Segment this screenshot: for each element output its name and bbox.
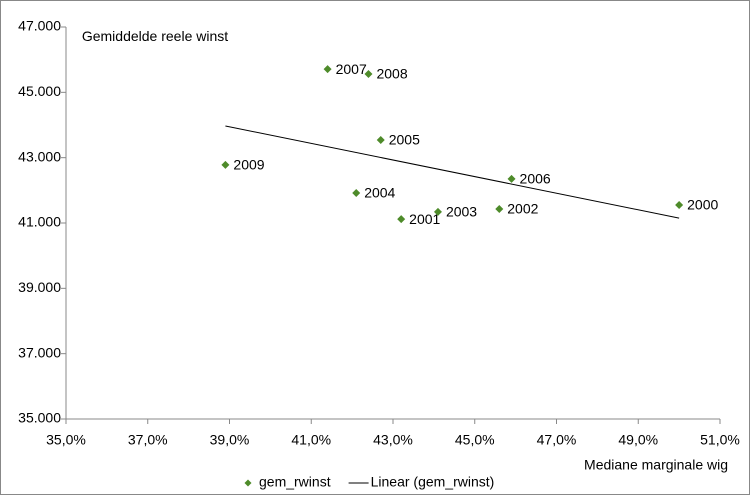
data-label: 2008 (376, 66, 407, 82)
point (323, 65, 332, 74)
point (495, 204, 504, 213)
y-tick-label: 45.000 (18, 83, 61, 99)
point (397, 215, 406, 224)
trendline (225, 125, 680, 219)
point (352, 188, 361, 197)
data-label: 2009 (233, 157, 264, 173)
x-tick-label: 37,0% (128, 432, 168, 448)
data-label: 2007 (336, 61, 367, 77)
x-axis-title: Mediane marginale wig (584, 457, 728, 473)
point (433, 207, 442, 216)
legend-marker (244, 479, 252, 487)
point (507, 174, 516, 183)
data-label: 2003 (446, 204, 477, 220)
y-tick-label: 47.000 (18, 18, 61, 34)
legend-label: gem_rwinst (259, 474, 331, 490)
x-tick-label: 47,0% (537, 432, 577, 448)
data-label: 2001 (409, 211, 440, 227)
y-tick-label: 41.000 (18, 214, 61, 230)
data-label: 2005 (389, 132, 420, 148)
data-label: 2000 (687, 197, 718, 213)
x-tick-label: 43,0% (373, 432, 413, 448)
y-tick-label: 43.000 (18, 148, 61, 164)
x-tick-label: 41,0% (291, 432, 331, 448)
x-tick-label: 39,0% (210, 432, 250, 448)
data-label: 2002 (507, 201, 538, 217)
point (675, 201, 684, 210)
data-label: 2004 (364, 185, 395, 201)
x-tick-label: 49,0% (618, 432, 658, 448)
legend-label: Linear (gem_rwinst) (371, 474, 495, 490)
y-axis-title: Gemiddelde reele winst (81, 28, 229, 44)
y-tick-label: 37.000 (18, 344, 61, 360)
x-tick-label: 45,0% (455, 432, 495, 448)
point (221, 160, 230, 169)
y-tick-label: 35.000 (18, 410, 61, 426)
point (364, 70, 373, 79)
data-label: 2006 (520, 171, 551, 187)
point (376, 136, 385, 145)
y-tick-label: 39.000 (18, 279, 61, 295)
x-tick-label: 51,0% (700, 432, 740, 448)
x-tick-label: 35,0% (46, 432, 86, 448)
